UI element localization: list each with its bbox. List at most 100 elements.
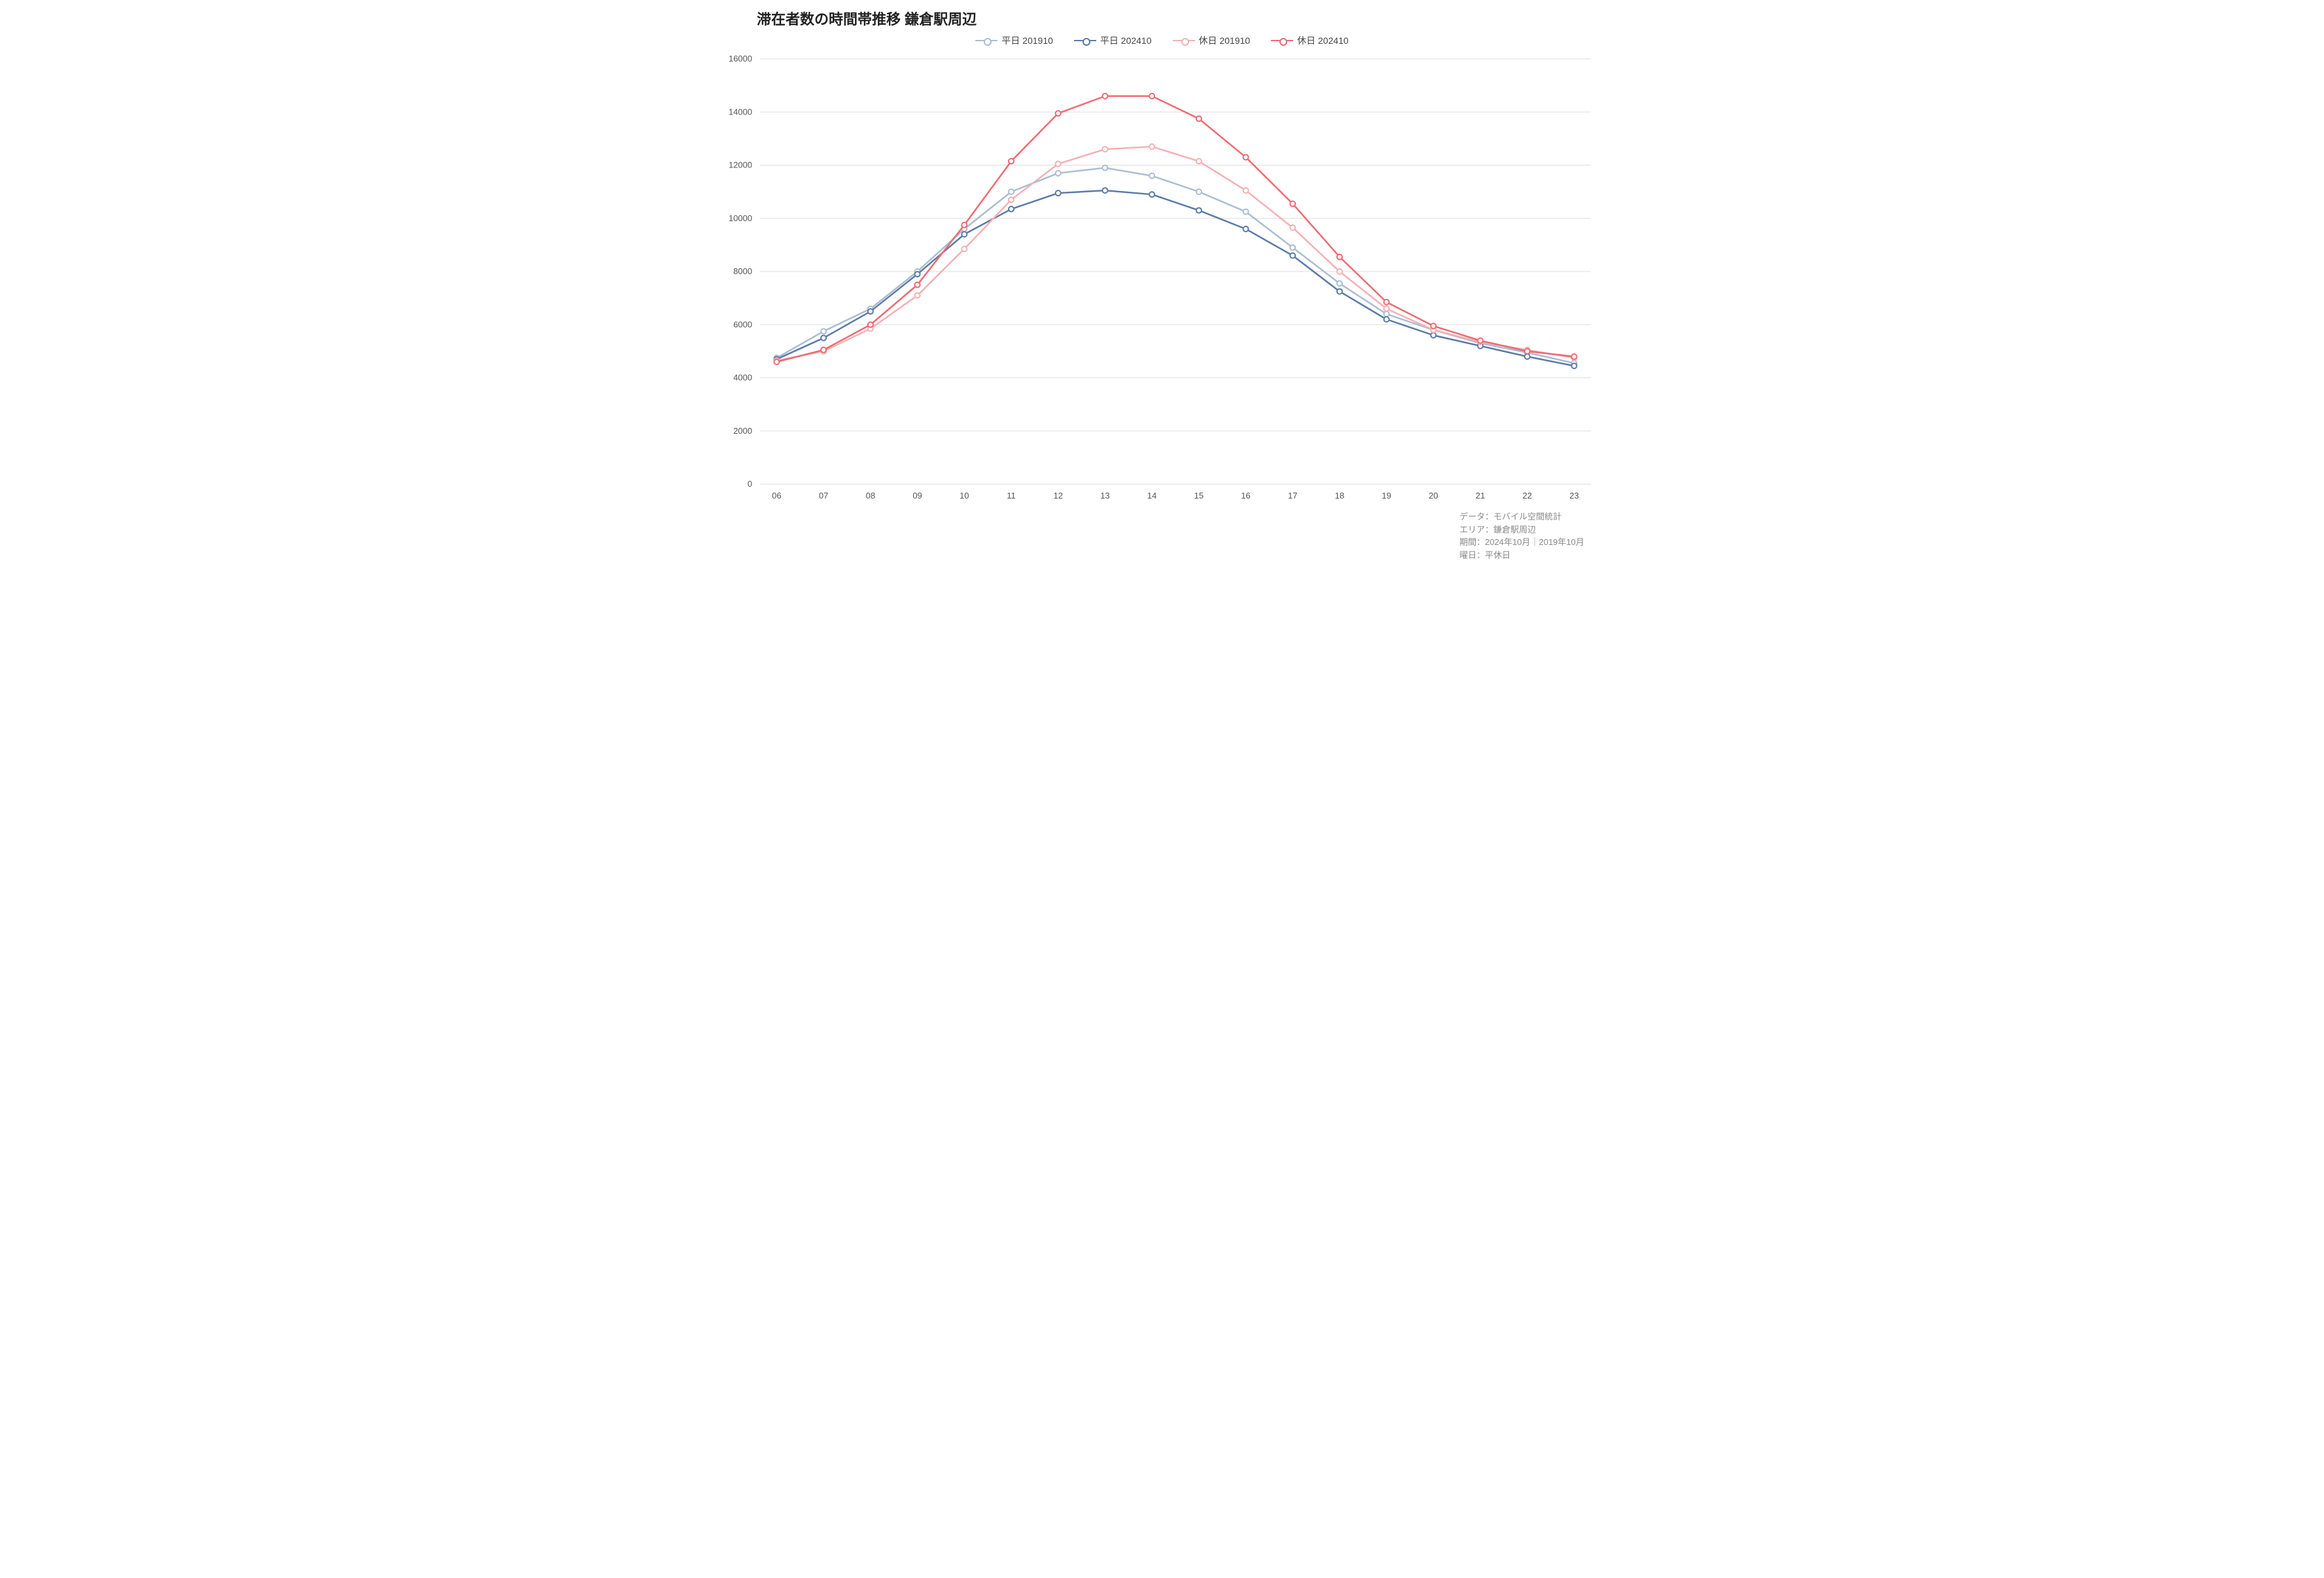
series-marker	[774, 359, 779, 364]
legend-item: 休日 201910	[1173, 34, 1251, 47]
x-tick-label: 21	[1476, 491, 1485, 500]
series-marker	[1290, 201, 1295, 206]
chart-note-line: エリア：鎌倉駅周辺	[1459, 523, 1584, 536]
series-marker	[1525, 349, 1530, 354]
y-tick-label: 8000	[733, 266, 752, 276]
series-marker	[1431, 323, 1436, 328]
chart-note-line: 曜日：平休日	[1459, 549, 1584, 562]
series-marker	[1102, 94, 1107, 99]
series-marker	[868, 309, 873, 314]
series-marker	[1337, 281, 1342, 286]
series-line	[776, 168, 1574, 364]
series-marker	[1102, 188, 1107, 193]
series-marker	[1009, 207, 1014, 212]
series-marker	[1572, 354, 1577, 359]
series-marker	[1384, 306, 1389, 311]
series-marker	[1384, 317, 1389, 322]
series-marker	[1243, 209, 1249, 215]
series-marker	[1196, 189, 1202, 194]
series-marker	[821, 347, 826, 353]
x-tick-label: 16	[1241, 491, 1250, 500]
legend-label: 休日 201910	[1199, 34, 1251, 47]
y-tick-label: 14000	[729, 107, 752, 116]
legend-item: 平日 201910	[975, 34, 1053, 47]
x-tick-label: 14	[1147, 491, 1156, 500]
series-line	[776, 147, 1574, 360]
series-marker	[1056, 171, 1061, 176]
series-marker	[1009, 189, 1014, 194]
series-marker	[1149, 94, 1154, 99]
line-chart: 0200040006000800010000120001400016000060…	[721, 0, 1603, 599]
series-marker	[962, 232, 967, 237]
series-marker	[1149, 192, 1154, 197]
series-marker	[1337, 254, 1342, 260]
series-marker	[1525, 354, 1530, 359]
series-marker	[1243, 188, 1249, 193]
series-marker	[1009, 158, 1014, 164]
x-tick-label: 15	[1194, 491, 1204, 500]
series-marker	[1196, 116, 1202, 121]
series-marker	[915, 293, 920, 298]
chart-note-line: データ：モバイル空間統計	[1459, 510, 1584, 523]
series-marker	[1384, 300, 1389, 305]
legend-label: 平日 201910	[1001, 34, 1053, 47]
legend-label: 平日 202410	[1100, 34, 1152, 47]
legend-item: 休日 202410	[1271, 34, 1349, 47]
series-line	[776, 96, 1574, 362]
series-marker	[1196, 208, 1202, 213]
y-tick-label: 12000	[729, 160, 752, 170]
series-marker	[1056, 111, 1061, 116]
x-tick-label: 22	[1523, 491, 1532, 500]
series-marker	[1149, 173, 1154, 179]
series-marker	[915, 282, 920, 287]
series-marker	[915, 272, 920, 277]
series-marker	[962, 246, 967, 251]
legend: 平日 201910 平日 202410 休日 201910 休日 202410	[721, 34, 1603, 47]
series-marker	[1337, 289, 1342, 294]
series-marker	[1056, 190, 1061, 196]
y-tick-label: 6000	[733, 319, 752, 329]
chart-title: 滞在者数の時間帯推移 鎌倉駅周辺	[757, 8, 977, 29]
series-marker	[962, 222, 967, 228]
x-tick-label: 11	[1007, 491, 1016, 500]
series-marker	[1243, 154, 1249, 160]
x-tick-label: 07	[819, 491, 828, 500]
series-marker	[1290, 225, 1295, 230]
series-marker	[1243, 226, 1249, 232]
x-tick-label: 06	[772, 491, 781, 500]
x-tick-label: 12	[1053, 491, 1062, 500]
series-marker	[1290, 253, 1295, 258]
series-marker	[868, 322, 873, 327]
series-marker	[1149, 144, 1154, 149]
series-marker	[1478, 338, 1483, 343]
x-tick-label: 20	[1429, 491, 1438, 500]
chart-notes: データ：モバイル空間統計エリア：鎌倉駅周辺期間：2024年10月｜2019年10…	[1459, 510, 1584, 561]
series-marker	[1384, 311, 1389, 317]
x-tick-label: 09	[912, 491, 922, 500]
chart-container: 滞在者数の時間帯推移 鎌倉駅周辺 平日 201910 平日 202410 休日 20…	[721, 0, 1603, 599]
series-marker	[1431, 333, 1436, 338]
x-tick-label: 17	[1288, 491, 1297, 500]
y-tick-label: 0	[748, 479, 752, 489]
x-tick-label: 19	[1381, 491, 1391, 500]
chart-note-line: 期間：2024年10月｜2019年10月	[1459, 536, 1584, 549]
y-tick-label: 2000	[733, 426, 752, 436]
series-marker	[1102, 166, 1107, 171]
series-marker	[1056, 161, 1061, 166]
x-tick-label: 13	[1100, 491, 1109, 500]
x-tick-label: 10	[960, 491, 969, 500]
series-marker	[1337, 269, 1342, 274]
series-marker	[821, 328, 826, 334]
legend-label: 休日 202410	[1297, 34, 1349, 47]
series-marker	[821, 336, 826, 341]
legend-item: 平日 202410	[1074, 34, 1152, 47]
series-line	[776, 190, 1574, 366]
series-marker	[1196, 158, 1202, 164]
series-marker	[1290, 245, 1295, 250]
x-tick-label: 23	[1569, 491, 1578, 500]
x-tick-label: 18	[1335, 491, 1344, 500]
series-marker	[1102, 147, 1107, 152]
x-tick-label: 08	[866, 491, 875, 500]
y-tick-label: 16000	[729, 54, 752, 63]
series-marker	[1009, 197, 1014, 202]
